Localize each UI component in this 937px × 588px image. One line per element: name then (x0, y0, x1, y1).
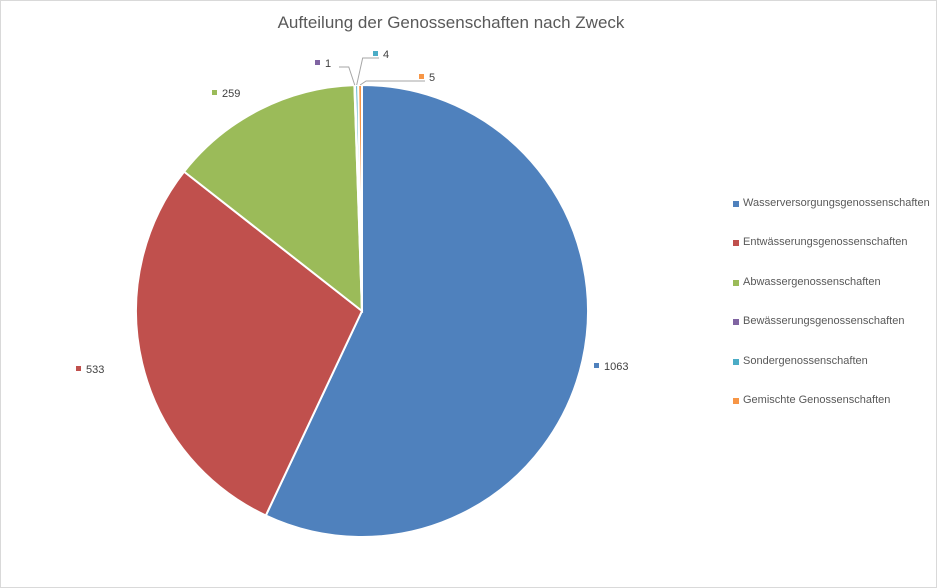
legend-label: Gemischte Genossenschaften (743, 393, 891, 406)
pie-slice-gemischte-genossenschaften (357, 83, 363, 312)
data-label-marker-abwassergenossenschaften (212, 90, 217, 95)
legend-label: Bewässerungsgenossenschaften (743, 315, 905, 328)
leader-line-sondergenossenschaften (356, 57, 379, 86)
legend-swatch (733, 201, 739, 207)
pie-slice-wasserversorgungsgenossenschaften (264, 83, 589, 538)
leader-line-gemischte-genossenschaften (359, 80, 425, 86)
legend-item-wasserversorgungsgenossenschaften: Wasserversorgungsgenossenschaften (733, 197, 930, 236)
legend-label: Abwassergenossenschaften (743, 275, 881, 288)
data-label-bewaesserungsgenossenschaften: 1 (325, 58, 331, 70)
legend-swatch (733, 319, 739, 326)
data-label-wasserversorgungsgenossenschaften: 1063 (604, 361, 628, 373)
data-label-marker-wasserversorgungsgenossenschaften (594, 363, 599, 368)
data-label-abwassergenossenschaften: 259 (222, 88, 240, 100)
data-label-gemischte-genossenschaften: 5 (429, 72, 435, 84)
legend-item-gemischte-genossenschaften: Gemischte Genossenschaften (733, 394, 930, 433)
data-label-marker-entwaesserungsgenossenschaften (76, 366, 81, 371)
legend-swatch (733, 397, 739, 404)
data-label-marker-gemischte-genossenschaften (419, 74, 424, 79)
data-label-sondergenossenschaften: 4 (383, 49, 389, 61)
legend-swatch (733, 240, 739, 247)
pie-slice-entwaesserungsgenossenschaften (135, 170, 364, 517)
data-label-marker-sondergenossenschaften (373, 51, 378, 56)
chart-title: Aufteilung der Genossenschaften nach Zwe… (277, 13, 625, 32)
legend-label: Wasserversorgungsgenossenschaften (743, 197, 930, 209)
legend-item-entwaesserungsgenossenschaften: Entwässerungsgenossenschaften (733, 236, 930, 275)
pie-slice-abwassergenossenschaften (182, 84, 364, 314)
leader-line-bewaesserungsgenossenschaften (339, 66, 356, 86)
data-label-entwaesserungsgenossenschaften: 533 (86, 364, 104, 376)
legend-label: Entwässerungsgenossenschaften (743, 236, 908, 249)
legend-swatch (733, 279, 739, 286)
data-label-marker-bewaesserungsgenossenschaften (315, 60, 320, 65)
legend: Wasserversorgungsgenossenschaften Entwäss… (733, 197, 930, 433)
legend-swatch (733, 358, 739, 365)
legend-item-bewaesserungsgenossenschaften: Bewässerungsgenossenschaften (733, 315, 930, 354)
legend-item-abwassergenossenschaften: Abwassergenossenschaften (733, 276, 930, 315)
legend-item-sondergenossenschaften: Sondergenossenschaften (733, 355, 930, 394)
legend-label: Sondergenossenschaften (743, 354, 868, 367)
